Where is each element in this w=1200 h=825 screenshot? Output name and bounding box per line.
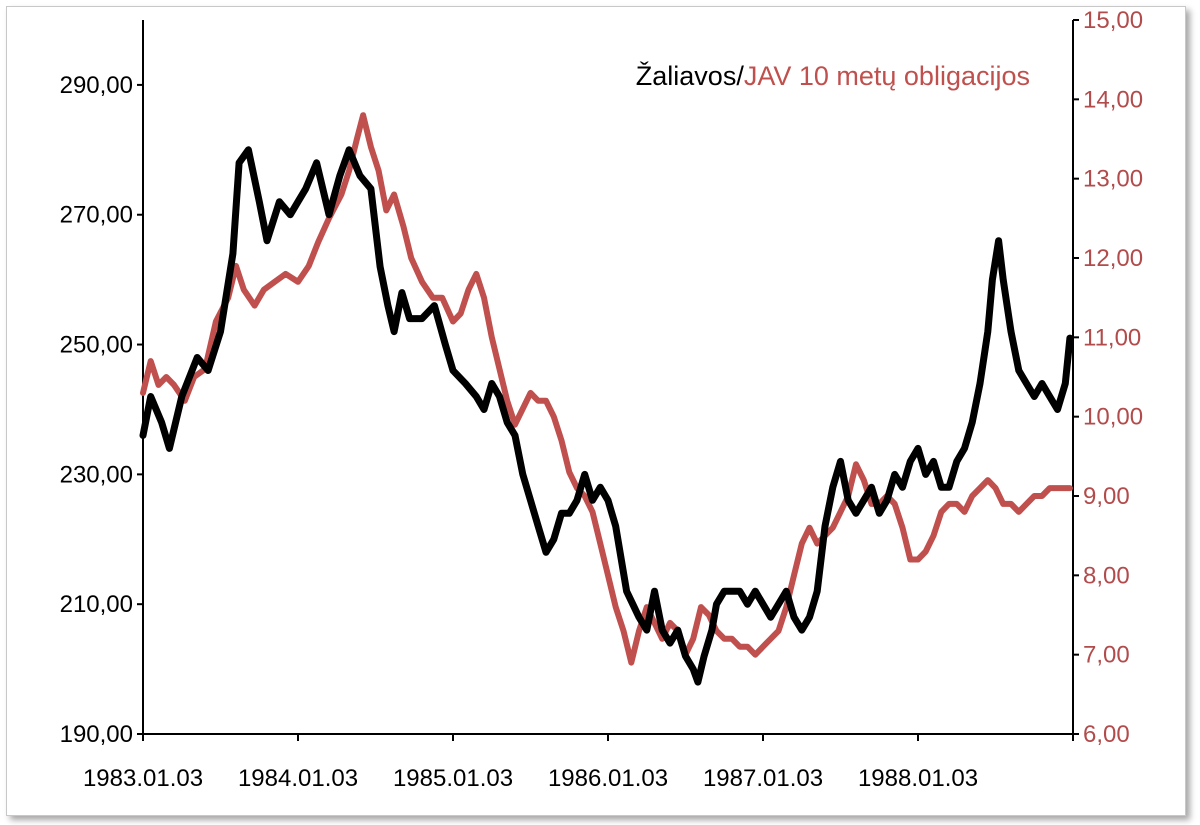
title-commodities: Žaliavos <box>636 60 737 91</box>
x-tick-label: 1986.01.03 <box>548 765 668 792</box>
right-tick-label: 13,00 <box>1083 166 1143 193</box>
x-tick-label: 1985.01.03 <box>393 765 513 792</box>
left-tick-label: 250,00 <box>60 332 133 359</box>
x-tick-label: 1988.01.03 <box>858 765 978 792</box>
left-tick-label: 290,00 <box>60 72 133 99</box>
series-line-bonds <box>140 112 1073 666</box>
right-tick-label: 12,00 <box>1083 245 1143 272</box>
right-tick-label: 15,00 <box>1083 7 1143 34</box>
left-tick-label: 190,00 <box>60 721 133 748</box>
x-tick-label: 1984.01.03 <box>238 765 358 792</box>
right-tick-label: 9,00 <box>1083 483 1130 510</box>
left-tick-label: 270,00 <box>60 202 133 229</box>
chart-axes: 190,00 210,00 230,00 250,00 270,00 290,00 6,00… <box>60 7 1143 792</box>
right-tick-label: 10,00 <box>1083 404 1143 431</box>
right-tick-label: 7,00 <box>1083 642 1130 669</box>
right-tick-label: 6,00 <box>1083 721 1130 748</box>
title-bonds: JAV 10 metų obligacijos <box>744 61 1030 91</box>
left-tick-label: 210,00 <box>60 591 133 618</box>
x-tick-label: 1987.01.03 <box>703 765 823 792</box>
right-tick-label: 8,00 <box>1083 562 1130 589</box>
right-tick-label: 14,00 <box>1083 86 1143 113</box>
title-separator: / <box>736 61 744 91</box>
chart-frame <box>6 6 1186 816</box>
right-tick-label: 11,00 <box>1083 324 1141 351</box>
left-tick-label: 230,00 <box>60 461 133 488</box>
chart-title: Žaliavos/JAV 10 metų obligacijos <box>636 60 1030 91</box>
chart-series <box>139 112 1074 686</box>
series-line-commodities <box>139 146 1074 686</box>
x-tick-label: 1983.01.03 <box>83 765 203 792</box>
